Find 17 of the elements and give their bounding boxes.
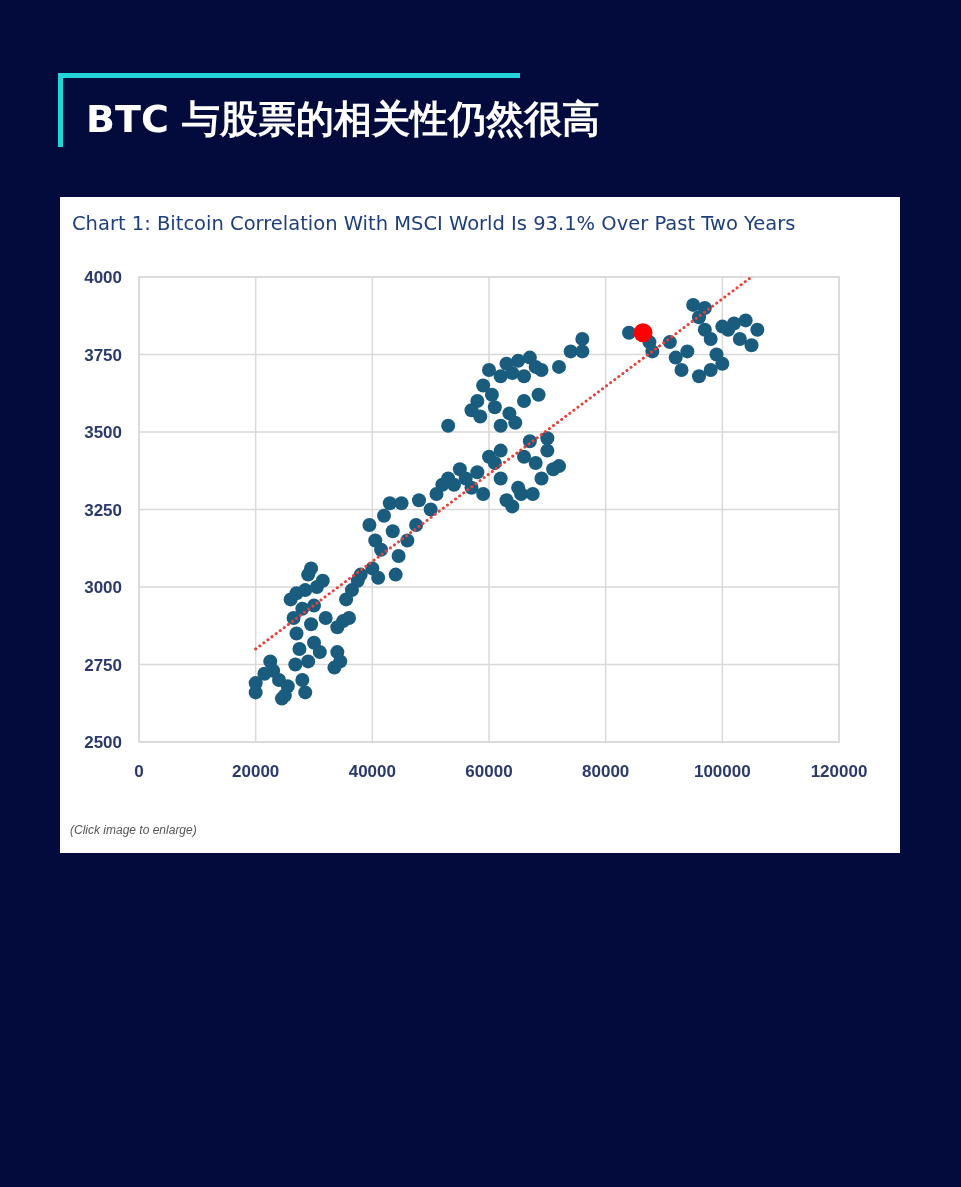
y-tick-label: 3250	[84, 500, 122, 520]
y-tick-label: 3500	[84, 423, 122, 442]
y-tick-label: 3000	[84, 578, 122, 597]
x-tick-label: 60000	[465, 762, 513, 781]
x-tick-label: 80000	[582, 762, 630, 781]
y-tick-label: 4000	[84, 268, 122, 287]
x-tick-label: 100000	[693, 762, 751, 781]
text: (Click image to enlarge)	[70, 823, 197, 837]
x-tick-label: 0	[134, 762, 144, 781]
x-tick-label: 120000	[810, 762, 868, 781]
chart-title: BTC 与股票的相关性仍然很高	[86, 97, 601, 141]
x-tick-label: 20000	[232, 762, 280, 781]
y-tick-label: 2750	[84, 655, 122, 675]
y-tick-label: 2500	[84, 733, 122, 752]
x-tick-label: 40000	[348, 762, 396, 781]
y-tick-label: 3750	[84, 345, 122, 365]
chart-subtitle: Chart 1: Bitcoin Correlation With MSCI World Is 93.1% Over Past Two Years	[72, 212, 796, 235]
